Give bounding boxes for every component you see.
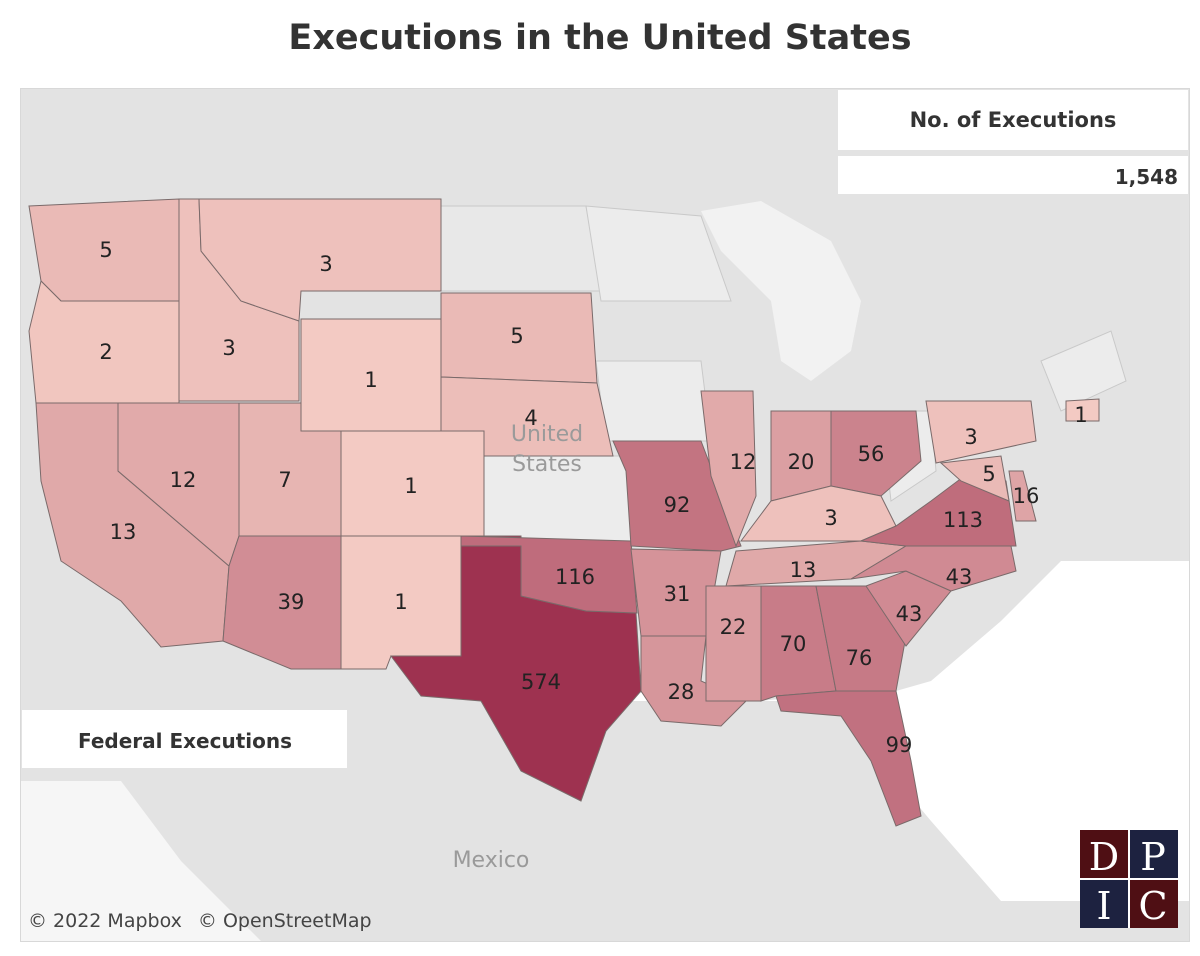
state-value-nv: 12 bbox=[170, 468, 197, 492]
state-value-tn: 13 bbox=[790, 558, 817, 582]
basemap bbox=[21, 201, 1189, 941]
state-md[interactable] bbox=[939, 455, 1010, 502]
state-value-ky: 3 bbox=[824, 506, 837, 530]
state-il[interactable] bbox=[700, 390, 757, 548]
state-de[interactable] bbox=[1008, 470, 1037, 522]
state-value-ga: 76 bbox=[846, 646, 873, 670]
state-value-va: 113 bbox=[943, 508, 983, 532]
state-value-ok: 116 bbox=[555, 565, 595, 589]
svg-text:C: C bbox=[1138, 884, 1167, 928]
state-ne[interactable] bbox=[440, 376, 614, 457]
svg-text:P: P bbox=[1140, 835, 1166, 879]
state-ms[interactable] bbox=[705, 585, 762, 702]
state-value-md: 5 bbox=[982, 462, 995, 486]
country-label-line1: United bbox=[511, 422, 583, 447]
mapbox-attribution[interactable]: © 2022 Mapbox bbox=[28, 910, 182, 932]
state-value-mt: 3 bbox=[319, 252, 332, 276]
state-pa[interactable] bbox=[925, 400, 1037, 464]
state-value-ne: 4 bbox=[524, 406, 537, 430]
federal-executions-button[interactable]: Federal Executions bbox=[22, 710, 347, 768]
svg-text:D: D bbox=[1089, 835, 1119, 879]
state-value-or: 2 bbox=[99, 340, 112, 364]
state-fl[interactable] bbox=[775, 690, 922, 827]
legend-total: 1,548 bbox=[838, 156, 1188, 194]
state-value-ut: 7 bbox=[278, 468, 291, 492]
state-value-nm: 1 bbox=[394, 590, 407, 614]
osm-attribution[interactable]: © OpenStreetMap bbox=[197, 910, 372, 932]
state-value-tx: 574 bbox=[521, 670, 561, 694]
great-lakes-water bbox=[701, 201, 861, 381]
state-value-az: 39 bbox=[278, 590, 305, 614]
state-oh[interactable] bbox=[830, 410, 922, 497]
state-value-oh: 56 bbox=[858, 442, 885, 466]
state-value-mo: 92 bbox=[664, 493, 691, 517]
state-value-in: 20 bbox=[788, 450, 815, 474]
state-value-ar: 31 bbox=[664, 582, 691, 606]
state-value-de: 16 bbox=[1013, 484, 1040, 508]
country-label-line2: States bbox=[512, 452, 582, 477]
pacific-water bbox=[21, 781, 261, 941]
state-value-wa: 5 bbox=[99, 238, 112, 262]
state-mt[interactable] bbox=[198, 198, 442, 322]
state-ky[interactable] bbox=[740, 485, 897, 542]
state-value-wy: 1 bbox=[364, 368, 377, 392]
state-value-id: 3 bbox=[222, 336, 235, 360]
dpic-logo: D P I C bbox=[1080, 830, 1178, 928]
state-value-pa: 3 bbox=[964, 425, 977, 449]
state-value-sc: 43 bbox=[896, 602, 923, 626]
state-la[interactable] bbox=[640, 635, 747, 727]
state-value-ms: 22 bbox=[720, 615, 747, 639]
state-value-al: 70 bbox=[780, 632, 807, 656]
state-value-sd: 5 bbox=[510, 324, 523, 348]
state-value-ca: 13 bbox=[110, 520, 137, 544]
state-value-il: 12 bbox=[730, 450, 757, 474]
page-title: Executions in the United States bbox=[288, 18, 912, 58]
state-value-la: 28 bbox=[668, 680, 695, 704]
state-value-fl: 99 bbox=[886, 733, 913, 757]
map-attribution: © 2022 Mapbox © OpenStreetMap bbox=[28, 910, 382, 932]
map-view[interactable]: 5 2 13 12 3 3 1 7 1 39 1 5 4 574 116 92 31 28 12 20 56 3 13 22 7… bbox=[20, 88, 1190, 942]
state-value-ct: 1 bbox=[1074, 403, 1087, 427]
state-value-co: 1 bbox=[404, 474, 417, 498]
state-ct[interactable] bbox=[1065, 398, 1100, 422]
svg-text:I: I bbox=[1096, 884, 1111, 928]
state-value-nc: 43 bbox=[946, 565, 973, 589]
legend-title: No. of Executions bbox=[838, 90, 1188, 150]
neighbor-label: Mexico bbox=[453, 848, 530, 873]
